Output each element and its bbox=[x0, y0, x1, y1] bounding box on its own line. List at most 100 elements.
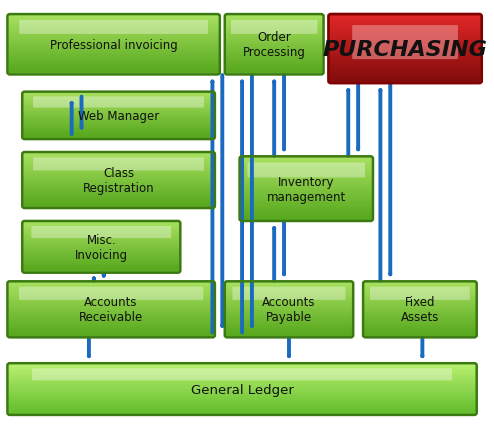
FancyBboxPatch shape bbox=[8, 314, 214, 318]
FancyBboxPatch shape bbox=[23, 174, 214, 178]
FancyBboxPatch shape bbox=[23, 107, 214, 111]
FancyBboxPatch shape bbox=[8, 287, 214, 291]
FancyBboxPatch shape bbox=[23, 155, 214, 159]
FancyBboxPatch shape bbox=[364, 284, 476, 288]
FancyBboxPatch shape bbox=[8, 289, 214, 293]
FancyBboxPatch shape bbox=[329, 49, 481, 54]
FancyBboxPatch shape bbox=[241, 187, 372, 192]
FancyBboxPatch shape bbox=[226, 307, 352, 311]
FancyBboxPatch shape bbox=[364, 332, 476, 336]
FancyBboxPatch shape bbox=[8, 29, 219, 33]
FancyBboxPatch shape bbox=[8, 18, 219, 22]
FancyBboxPatch shape bbox=[241, 192, 372, 197]
FancyBboxPatch shape bbox=[8, 59, 219, 63]
FancyBboxPatch shape bbox=[23, 101, 214, 105]
FancyBboxPatch shape bbox=[226, 326, 352, 329]
FancyBboxPatch shape bbox=[233, 287, 346, 300]
FancyBboxPatch shape bbox=[23, 124, 214, 128]
Text: Accounts
Receivable: Accounts Receivable bbox=[79, 296, 143, 323]
FancyBboxPatch shape bbox=[226, 295, 352, 300]
FancyBboxPatch shape bbox=[23, 122, 214, 126]
FancyBboxPatch shape bbox=[23, 106, 214, 110]
FancyBboxPatch shape bbox=[329, 31, 481, 36]
FancyBboxPatch shape bbox=[23, 132, 214, 135]
FancyBboxPatch shape bbox=[226, 27, 323, 31]
FancyBboxPatch shape bbox=[241, 196, 372, 200]
FancyBboxPatch shape bbox=[329, 27, 481, 31]
FancyBboxPatch shape bbox=[364, 321, 476, 326]
FancyBboxPatch shape bbox=[241, 165, 372, 169]
FancyBboxPatch shape bbox=[8, 379, 476, 383]
FancyBboxPatch shape bbox=[8, 368, 476, 372]
FancyBboxPatch shape bbox=[329, 67, 481, 72]
FancyBboxPatch shape bbox=[23, 176, 214, 180]
FancyBboxPatch shape bbox=[23, 249, 179, 253]
FancyBboxPatch shape bbox=[329, 46, 481, 51]
FancyBboxPatch shape bbox=[364, 295, 476, 298]
FancyBboxPatch shape bbox=[23, 259, 179, 263]
FancyBboxPatch shape bbox=[8, 60, 219, 64]
FancyBboxPatch shape bbox=[23, 94, 214, 98]
FancyBboxPatch shape bbox=[226, 315, 352, 319]
FancyBboxPatch shape bbox=[241, 171, 372, 175]
FancyBboxPatch shape bbox=[8, 405, 476, 408]
FancyBboxPatch shape bbox=[364, 308, 476, 312]
FancyBboxPatch shape bbox=[23, 110, 214, 114]
FancyBboxPatch shape bbox=[226, 52, 323, 56]
FancyBboxPatch shape bbox=[226, 43, 323, 48]
FancyBboxPatch shape bbox=[23, 183, 214, 187]
FancyBboxPatch shape bbox=[8, 68, 219, 72]
FancyBboxPatch shape bbox=[8, 310, 214, 314]
FancyBboxPatch shape bbox=[23, 158, 214, 162]
FancyBboxPatch shape bbox=[226, 282, 352, 286]
FancyBboxPatch shape bbox=[241, 159, 372, 163]
FancyBboxPatch shape bbox=[8, 58, 219, 62]
FancyBboxPatch shape bbox=[241, 162, 372, 166]
FancyBboxPatch shape bbox=[8, 306, 214, 310]
FancyBboxPatch shape bbox=[8, 403, 476, 408]
FancyBboxPatch shape bbox=[329, 69, 481, 73]
FancyBboxPatch shape bbox=[364, 326, 476, 331]
FancyBboxPatch shape bbox=[364, 292, 476, 296]
FancyBboxPatch shape bbox=[8, 395, 476, 399]
FancyBboxPatch shape bbox=[23, 254, 179, 258]
FancyBboxPatch shape bbox=[23, 191, 214, 195]
FancyBboxPatch shape bbox=[226, 50, 323, 54]
FancyBboxPatch shape bbox=[226, 28, 323, 32]
FancyBboxPatch shape bbox=[329, 64, 481, 68]
FancyBboxPatch shape bbox=[8, 62, 219, 67]
FancyBboxPatch shape bbox=[8, 331, 214, 335]
FancyBboxPatch shape bbox=[8, 50, 219, 54]
FancyBboxPatch shape bbox=[226, 306, 352, 310]
FancyBboxPatch shape bbox=[226, 295, 352, 298]
FancyBboxPatch shape bbox=[226, 286, 352, 290]
FancyBboxPatch shape bbox=[226, 62, 323, 67]
FancyBboxPatch shape bbox=[23, 116, 214, 120]
FancyBboxPatch shape bbox=[364, 310, 476, 314]
FancyBboxPatch shape bbox=[23, 177, 214, 181]
FancyBboxPatch shape bbox=[8, 329, 214, 334]
FancyBboxPatch shape bbox=[226, 332, 352, 336]
FancyBboxPatch shape bbox=[23, 114, 214, 118]
FancyBboxPatch shape bbox=[23, 222, 179, 226]
FancyBboxPatch shape bbox=[8, 298, 214, 303]
FancyBboxPatch shape bbox=[329, 62, 481, 67]
FancyBboxPatch shape bbox=[226, 310, 352, 314]
FancyBboxPatch shape bbox=[364, 295, 476, 300]
FancyBboxPatch shape bbox=[23, 161, 214, 166]
FancyBboxPatch shape bbox=[23, 120, 214, 124]
FancyBboxPatch shape bbox=[31, 227, 171, 239]
FancyBboxPatch shape bbox=[329, 20, 481, 25]
FancyBboxPatch shape bbox=[8, 389, 476, 393]
FancyBboxPatch shape bbox=[364, 283, 476, 287]
FancyBboxPatch shape bbox=[226, 319, 352, 323]
FancyBboxPatch shape bbox=[23, 119, 214, 123]
FancyBboxPatch shape bbox=[23, 133, 214, 137]
FancyBboxPatch shape bbox=[226, 30, 323, 34]
FancyBboxPatch shape bbox=[329, 44, 481, 49]
FancyBboxPatch shape bbox=[23, 115, 214, 119]
FancyBboxPatch shape bbox=[364, 316, 476, 320]
FancyBboxPatch shape bbox=[8, 320, 214, 324]
FancyBboxPatch shape bbox=[23, 132, 214, 136]
FancyBboxPatch shape bbox=[23, 188, 214, 192]
